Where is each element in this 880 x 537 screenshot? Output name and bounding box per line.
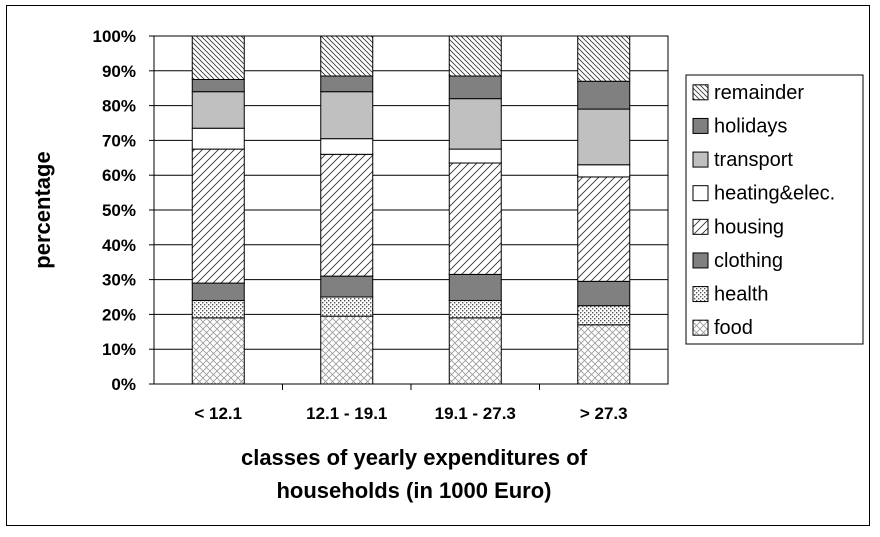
legend-label: remainder bbox=[714, 82, 804, 104]
legend-swatch bbox=[692, 151, 709, 168]
y-axis-title: percentage bbox=[30, 151, 55, 268]
bar-segment-remainder bbox=[448, 35, 502, 77]
bar-segment-heatingelec bbox=[320, 138, 374, 155]
bar-segment-health bbox=[320, 296, 374, 317]
bar-segment-holidays bbox=[191, 79, 245, 93]
legend-swatch bbox=[692, 319, 709, 336]
bar-segment-health bbox=[448, 299, 502, 319]
y-tick-label: 0% bbox=[111, 375, 136, 394]
y-tick-label: 90% bbox=[102, 62, 136, 81]
legend-swatch bbox=[692, 218, 709, 235]
legend-swatch bbox=[692, 252, 709, 269]
bar-segment-housing bbox=[320, 153, 374, 277]
legend-swatch bbox=[692, 84, 709, 101]
y-tick-label: 80% bbox=[102, 97, 136, 116]
y-tick-label: 70% bbox=[102, 131, 136, 150]
legend-box bbox=[685, 74, 864, 345]
legend-label: health bbox=[714, 284, 769, 306]
y-tick-label: 60% bbox=[102, 166, 136, 185]
bar-segment-transport bbox=[577, 108, 631, 166]
y-tick-label: 100% bbox=[93, 27, 136, 46]
legend-label: holidays bbox=[714, 115, 787, 137]
legend-label: heating&elec. bbox=[714, 183, 835, 205]
bar-segment-clothing bbox=[191, 282, 245, 301]
bar-segment-housing bbox=[577, 176, 631, 282]
bar-segment-transport bbox=[448, 98, 502, 150]
bar-segment-housing bbox=[448, 162, 502, 275]
legend-label: food bbox=[714, 317, 753, 339]
legend-label: clothing bbox=[714, 250, 783, 272]
y-tick-label: 30% bbox=[102, 271, 136, 290]
bar-segment-remainder bbox=[191, 35, 245, 80]
axis-layer: 0% 10% 20% 30% 40% 50% 60% 70% 80% 90% 100% < 12.1 1… bbox=[30, 27, 669, 503]
legend-label: housing bbox=[714, 216, 784, 238]
bar-segment-transport bbox=[320, 91, 374, 140]
y-tick-label: 50% bbox=[102, 201, 136, 220]
y-tick-label: 20% bbox=[102, 305, 136, 324]
bar-segment-clothing bbox=[577, 280, 631, 307]
bar-layer bbox=[191, 35, 631, 385]
bar-segment-remainder bbox=[577, 35, 631, 82]
bar-segment-heatingelec bbox=[448, 148, 502, 164]
bar-segment-holidays bbox=[320, 75, 374, 93]
bar-segment-food bbox=[448, 317, 502, 385]
bar-segment-health bbox=[191, 299, 245, 319]
bar-segment-housing bbox=[191, 148, 245, 284]
bar-segment-holidays bbox=[577, 80, 631, 110]
legend-label: transport bbox=[714, 149, 793, 171]
x-axis-title-line: classes of yearly expenditures of bbox=[241, 445, 588, 470]
bar-segment-heatingelec bbox=[577, 164, 631, 178]
x-tick-label: 19.1 - 27.3 bbox=[435, 404, 516, 423]
bar-segment-food bbox=[191, 317, 245, 385]
bar-segment-holidays bbox=[448, 75, 502, 100]
bar-segment-clothing bbox=[320, 275, 374, 298]
x-axis-title-line: households (in 1000 Euro) bbox=[276, 478, 551, 503]
legend-swatch bbox=[692, 286, 709, 303]
legend-swatch bbox=[692, 185, 709, 202]
x-tick-label: > 27.3 bbox=[580, 404, 628, 423]
x-tick-label: 12.1 - 19.1 bbox=[306, 404, 387, 423]
bar-segment-heatingelec bbox=[191, 127, 245, 150]
bar-segment-health bbox=[577, 305, 631, 326]
bar-segment-food bbox=[577, 324, 631, 385]
y-tick-label: 40% bbox=[102, 236, 136, 255]
legend-swatch bbox=[692, 117, 709, 134]
legend: remainder holidays transport heating&elec. h… bbox=[685, 74, 864, 345]
x-tick-label: < 12.1 bbox=[194, 404, 242, 423]
bar-segment-transport bbox=[191, 91, 245, 129]
bar-segment-remainder bbox=[320, 35, 374, 77]
bar-segment-clothing bbox=[448, 273, 502, 301]
bar-segment-food bbox=[320, 315, 374, 385]
y-tick-label: 10% bbox=[102, 340, 136, 359]
